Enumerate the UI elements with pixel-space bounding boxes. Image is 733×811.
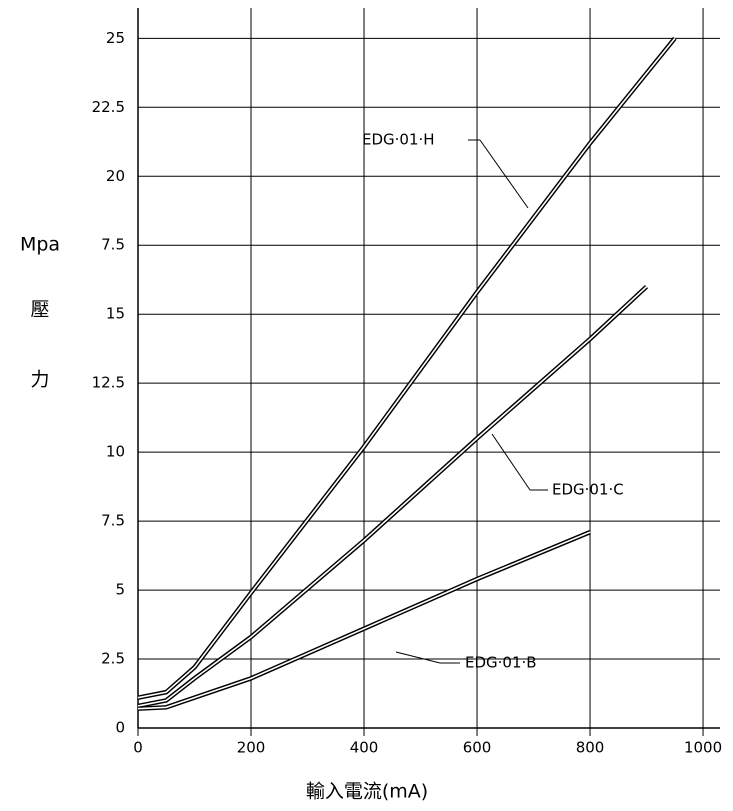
y-tick-label: 12.5 (92, 374, 125, 392)
x-tick-label: 600 (463, 739, 492, 757)
y-tick-label: 15 (106, 305, 125, 323)
y-tick-label: 5 (115, 581, 125, 599)
y-tick-label: 10 (106, 443, 125, 461)
y-tick-label: 22.5 (92, 98, 125, 116)
series-line-inner (137, 286, 648, 707)
leader (479, 139, 529, 209)
y-axis-label: 壓 (30, 299, 49, 321)
y-tick-label: 25 (106, 29, 125, 47)
leader (395, 651, 441, 664)
y-axis-label: 力 (30, 369, 49, 391)
series-line-inner (137, 37, 676, 699)
series-line-inner (137, 531, 591, 710)
x-tick-label: 200 (237, 739, 266, 757)
series-label: EDG·01·B (465, 654, 537, 672)
y-tick-label: 20 (106, 167, 125, 185)
y-axis-label: Mpa (20, 234, 60, 256)
x-tick-label: 800 (576, 739, 605, 757)
y-tick-label: 7.5 (101, 236, 125, 254)
x-tick-label: 1000 (684, 739, 722, 757)
x-tick-label: 400 (350, 739, 379, 757)
series-label: EDG·01·C (552, 481, 624, 499)
x-axis-label: 輸入電流(mA) (306, 781, 428, 803)
leader (491, 433, 531, 491)
x-tick-label: 0 (133, 739, 143, 757)
series-label: EDG·01·H (362, 131, 435, 149)
y-tick-label: 2.5 (101, 650, 125, 668)
y-tick-label: 0 (115, 719, 125, 737)
y-tick-label: 7.5 (101, 512, 125, 530)
